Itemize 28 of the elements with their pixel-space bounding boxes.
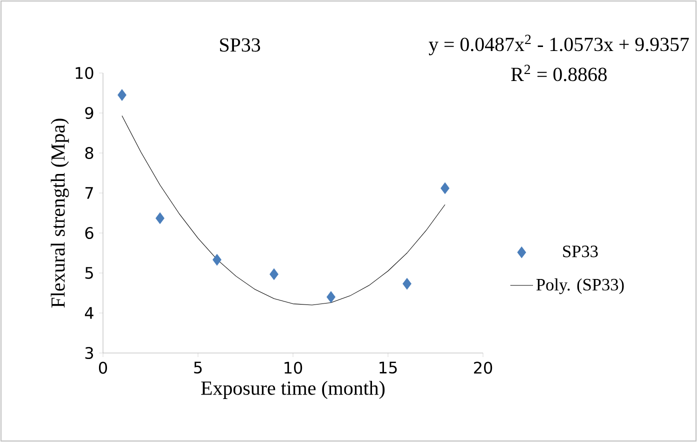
y-tick-label: 9 xyxy=(85,106,94,120)
y-tick-label: 7 xyxy=(85,187,93,199)
y-axis-title: Flexural strength (Mpa) xyxy=(50,118,69,308)
point xyxy=(118,89,126,101)
legend-label: Poly. (SP33) xyxy=(536,278,624,294)
x-tick-label: 10 xyxy=(284,362,302,374)
y-tick-label: 6 xyxy=(85,226,94,240)
y-tick-label: 8 xyxy=(85,146,94,160)
y-tick-label: 10 xyxy=(76,66,94,80)
point xyxy=(212,254,222,266)
point xyxy=(156,212,164,224)
x-axis-title: Exposure time (month) xyxy=(201,380,385,399)
text: R$^{2}$ = 0.8868 xyxy=(511,64,607,82)
text: y = 0.0487x$^{2}$ - 1.0573x + 9.9357 xyxy=(428,34,689,56)
x-tick-label: 15 xyxy=(380,362,397,374)
x-tick-label: 5 xyxy=(194,362,202,374)
point xyxy=(270,268,278,280)
line-series xyxy=(122,116,446,306)
point xyxy=(402,278,412,290)
y-tick-label: 5 xyxy=(85,267,93,279)
legend-label: SP33 xyxy=(563,246,598,258)
chart-title: SP33 xyxy=(220,38,260,52)
point xyxy=(326,291,336,303)
point xyxy=(440,182,450,194)
x-tick-label: 20 xyxy=(474,362,492,374)
y-tick-label: 4 xyxy=(84,307,94,319)
x-tick-label: 0 xyxy=(98,362,108,374)
y-tick-label: 3 xyxy=(85,346,94,360)
